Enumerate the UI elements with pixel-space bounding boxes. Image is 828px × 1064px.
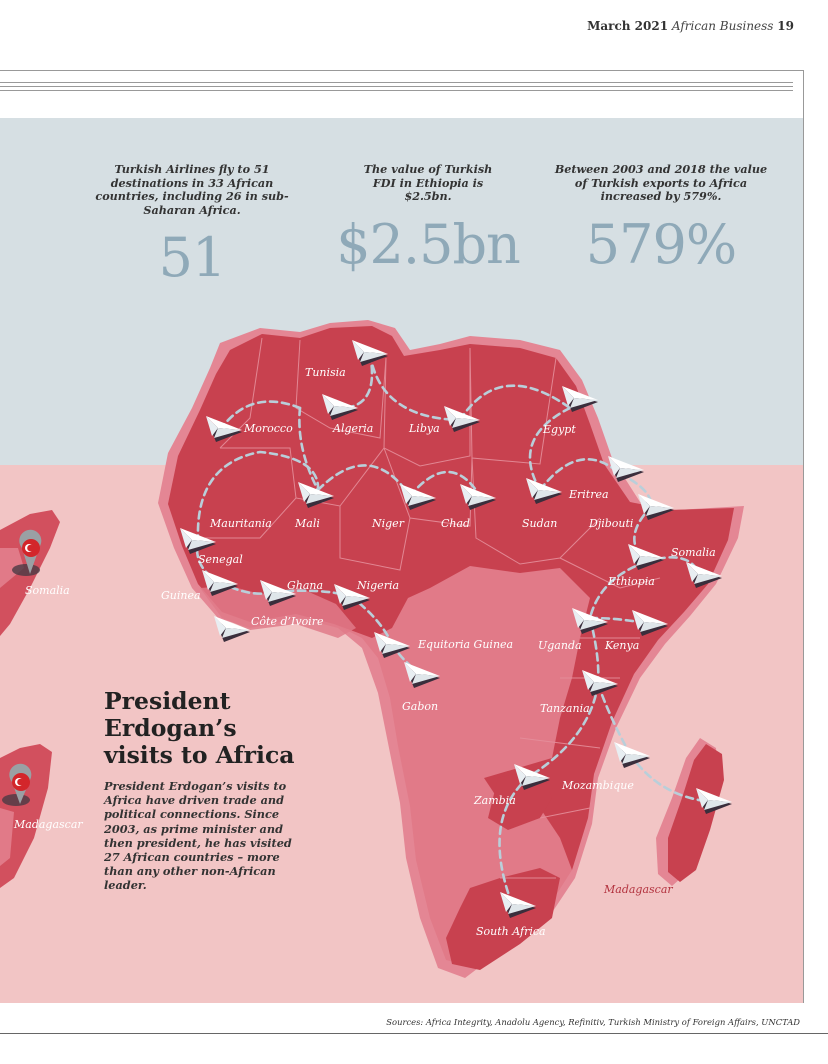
label-djibouti: Djibouti: [588, 517, 633, 530]
country-labels: Tunisia Morocco Algeria Libya Egypt Erit…: [161, 366, 716, 938]
label-uganda: Uganda: [538, 639, 582, 652]
label-somalia: Somalia: [671, 546, 716, 559]
west-coast-region: [200, 586, 356, 638]
heading-line: Erdogan’s: [104, 714, 237, 742]
africa-map: Somalia Madagascar: [0, 320, 744, 978]
southern-region: [446, 868, 560, 970]
label-senegal: Senegal: [198, 553, 243, 566]
label-ghana: Ghana: [287, 579, 323, 592]
label-zambia: Zambia: [473, 794, 516, 807]
stat-value: 579%: [585, 212, 737, 276]
stat-caption: The value of Turkish FDI in Ethiopia is …: [363, 162, 493, 203]
sources-note: Sources: Africa Integrity, Anadolu Agenc…: [386, 1017, 800, 1027]
label-madagascar: Madagascar: [603, 883, 673, 896]
turkey-flag-pin-icon: [2, 763, 32, 806]
label-mali: Mali: [294, 517, 320, 530]
stat-caption: Between 2003 and 2018 the value of Turki…: [554, 162, 768, 203]
bottom-rule: [0, 1033, 828, 1034]
label-algeria: Algeria: [332, 422, 373, 435]
heading-line: President: [104, 687, 231, 715]
header-publication: African Business: [671, 19, 774, 33]
stat-fdi: The value of Turkish FDI in Ethiopia is …: [318, 162, 538, 276]
stat-exports: Between 2003 and 2018 the value of Turki…: [551, 162, 771, 276]
label-chad: Chad: [441, 517, 470, 530]
label-equitoria-guinea: Equitoria Guinea: [417, 638, 513, 651]
header-page-number: 19: [777, 19, 794, 33]
label-tunisia: Tunisia: [305, 366, 346, 379]
label-morocco: Morocco: [243, 422, 293, 435]
country-borders: [200, 337, 661, 879]
page-header: March 2021 African Business 19: [587, 19, 794, 33]
top-frame: [0, 70, 804, 119]
label-nigeria: Nigeria: [356, 579, 399, 592]
stat-caption: Turkish Airlines fly to 51 destinations …: [95, 162, 289, 217]
label-kenya: Kenya: [604, 639, 639, 652]
label-tanzania: Tanzania: [540, 702, 590, 715]
madagascar-inset: Madagascar: [0, 744, 83, 888]
label-gabon: Gabon: [402, 700, 438, 713]
label-sudan: Sudan: [522, 517, 557, 530]
article-heading: President Erdogan’s visits to Africa: [104, 688, 295, 769]
label-libya: Libya: [408, 422, 440, 435]
label-south-africa: South Africa: [476, 925, 546, 938]
somalia-inset: Somalia: [0, 510, 70, 636]
plane-icon: [614, 742, 650, 768]
label-ethiopia: Ethiopia: [607, 575, 655, 588]
label-egypt: Egypt: [542, 423, 576, 436]
stat-value: $2.5bn: [336, 212, 521, 276]
header-date: March 2021: [587, 19, 669, 33]
madagascar-island-core: [668, 744, 724, 882]
article-body: President Erdogan’s visits to Africa hav…: [104, 779, 292, 893]
turkey-flag-pin-icon: [12, 529, 42, 576]
label-cote-divoire: Côte d’Ivoire: [251, 615, 324, 628]
heading-line: visits to Africa: [104, 741, 295, 769]
top-stripes: [0, 82, 793, 91]
stat-destinations: Turkish Airlines fly to 51 destinations …: [82, 162, 302, 289]
right-rule: [803, 70, 804, 1003]
label-eritrea: Eritrea: [568, 488, 609, 501]
label-mauritania: Mauritania: [209, 517, 272, 530]
label-mozambique: Mozambique: [561, 779, 634, 792]
northern-region: [168, 326, 734, 870]
inset-label-madagascar: Madagascar: [13, 818, 83, 831]
stat-value: 51: [158, 226, 227, 289]
inset-label-somalia: Somalia: [25, 584, 70, 597]
label-niger: Niger: [371, 517, 405, 530]
label-guinea: Guinea: [161, 589, 201, 602]
